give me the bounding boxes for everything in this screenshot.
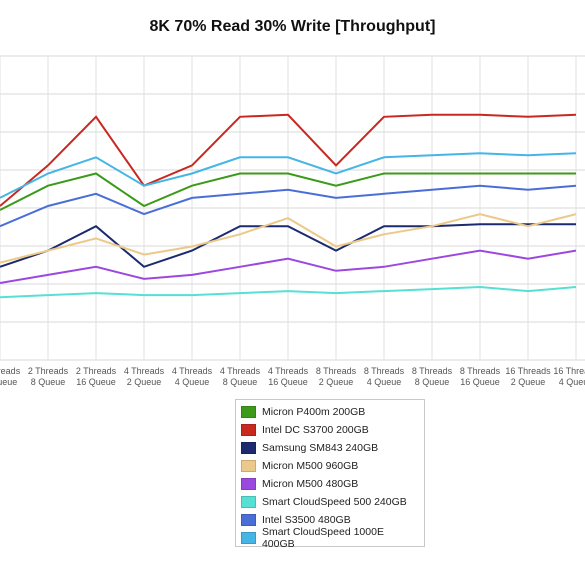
x-tick-label: 2 Threads	[76, 366, 117, 376]
x-tick-label: 16 Queue	[268, 377, 308, 387]
legend-swatch	[241, 460, 256, 472]
series-line-4	[0, 249, 577, 284]
x-tick-label: 2 Threads	[28, 366, 69, 376]
legend-swatch	[241, 478, 256, 490]
legend-item: Intel DC S3700 200GB	[241, 421, 419, 439]
series-line-6	[0, 184, 577, 228]
x-tick-label: 2 Threads	[0, 366, 21, 376]
legend-swatch	[241, 496, 256, 508]
legend-swatch	[241, 442, 256, 454]
x-tick-label: 2 Queue	[511, 377, 546, 387]
series-line-1	[0, 113, 577, 207]
chart-title: 8K 70% Read 30% Write [Throughput]	[149, 18, 436, 35]
x-tick-label: 4 Queue	[175, 377, 210, 387]
x-tick-label: 4 Queue	[559, 377, 585, 387]
x-tick-label: 16 Threads	[505, 366, 551, 376]
legend-label: Micron M500 480GB	[262, 478, 359, 490]
x-tick-label: 8 Queue	[415, 377, 450, 387]
legend-label: Samsung SM843 240GB	[262, 442, 379, 454]
x-tick-label: 8 Threads	[412, 366, 453, 376]
legend-swatch	[241, 424, 256, 436]
x-tick-label: 4 Threads	[124, 366, 165, 376]
x-tick-label: 4 Threads	[172, 366, 213, 376]
series-line-0	[0, 172, 576, 211]
x-tick-label: 8 Queue	[223, 377, 258, 387]
legend-item: Micron M500 480GB	[241, 475, 419, 493]
x-tick-label: 8 Threads	[460, 366, 501, 376]
series-line-2	[0, 223, 576, 268]
x-tick-label: 8 Threads	[316, 366, 357, 376]
series-line-7	[0, 152, 577, 199]
x-tick-label: 4 Queue	[0, 377, 17, 387]
legend-item: Smart CloudSpeed 1000E 400GB	[241, 526, 419, 550]
legend-item: Micron P400m 200GB	[241, 403, 419, 421]
legend-item: Samsung SM843 240GB	[241, 439, 419, 457]
x-tick-label: 2 Queue	[319, 377, 354, 387]
x-tick-label: 2 Queue	[127, 377, 162, 387]
legend-item: Intel S3500 480GB	[241, 511, 419, 529]
legend-label: Intel DC S3700 200GB	[262, 424, 369, 436]
series-line-3	[0, 213, 577, 264]
legend-label: Smart CloudSpeed 1000E 400GB	[261, 526, 384, 550]
series-line-5	[0, 285, 577, 299]
x-tick-label: 4 Threads	[268, 366, 309, 376]
legend-swatch	[241, 406, 256, 418]
x-tick-label: 4 Queue	[367, 377, 402, 387]
chart-legend: Micron P400m 200GB Intel DC S3700 200GB Sa…	[235, 399, 425, 550]
legend-label: Intel S3500 480GB	[262, 514, 351, 526]
x-tick-label: 16 Queue	[76, 377, 116, 387]
x-tick-label: 16 Queue	[460, 377, 500, 387]
legend-label: Micron M500 960GB	[262, 460, 359, 472]
legend-swatch	[241, 532, 256, 544]
legend-label: Smart CloudSpeed 500 240GB	[262, 496, 407, 508]
legend-item: Smart CloudSpeed 500 240GB	[241, 493, 419, 511]
legend-item: Micron M500 960GB	[241, 457, 419, 475]
x-tick-label: 4 Threads	[220, 366, 261, 376]
legend-label: Micron P400m 200GB	[262, 406, 366, 418]
x-tick-label: 16 Threads	[553, 366, 585, 376]
legend-swatch	[241, 514, 256, 526]
x-tick-label: 8 Threads	[364, 366, 405, 376]
x-tick-label: 8 Queue	[31, 377, 66, 387]
